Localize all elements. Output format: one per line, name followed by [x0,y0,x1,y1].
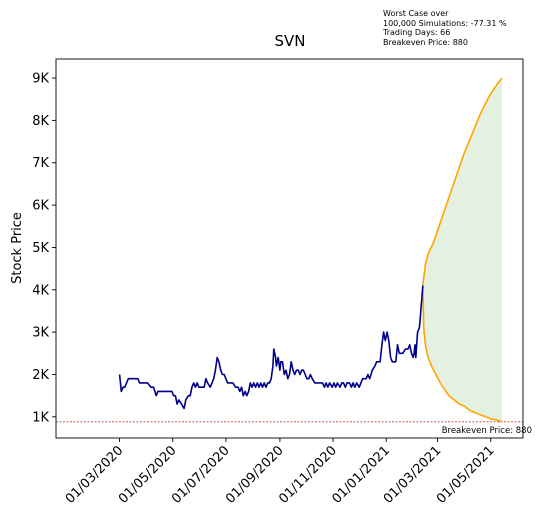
y-tick-label: 2K [32,368,49,383]
y-tick-label: 6K [32,199,49,214]
y-tick-label: 3K [32,326,49,341]
y-tick-label: 9K [32,72,49,87]
simulation-summary: Worst Case over 100,000 Simulations: -77… [383,9,507,47]
annotation-line-1: Worst Case over [383,9,449,18]
y-tick-label: 5K [32,241,49,256]
y-axis-label: Stock Price [10,212,25,284]
chart-title: SVN [274,32,305,50]
y-tick-label: 8K [32,114,49,129]
breakeven-label: Breakeven Price: 880 [442,426,532,436]
annotation-line-4: Breakeven Price: 880 [383,37,468,47]
history-line [118,285,424,410]
annotation-line-2: 100,000 Simulations: -77.31 % [383,18,507,28]
simulation-band [422,78,503,422]
projection-upper-line [422,77,503,286]
y-tick-label: 4K [32,283,49,298]
y-tick-label: 1K [32,410,49,425]
projection-lower-line [422,285,503,423]
annotation-line-3: Trading Days: 66 [383,28,451,37]
simulation-band-layer [422,78,503,422]
y-tick-label: 7K [32,156,49,171]
series-layer: Breakeven Price: 880 [56,77,532,436]
plot-frame [55,58,524,439]
